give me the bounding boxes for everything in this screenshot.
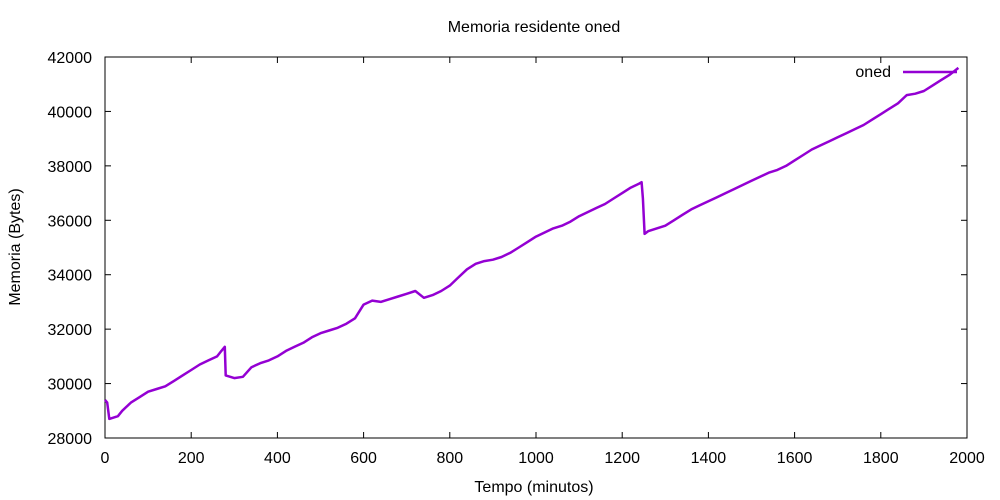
plot-frame [104, 56, 968, 439]
y-axis-title: Memoria (Bytes) [7, 188, 24, 305]
x-tick-label: 1600 [777, 450, 813, 467]
legend-label-oned: oned [855, 64, 891, 81]
x-tick-label: 1000 [518, 450, 554, 467]
axis-ticks [104, 56, 968, 439]
y-tick-label: 28000 [48, 431, 93, 448]
x-tick-label: 800 [436, 450, 463, 467]
x-tick-label: 1200 [604, 450, 640, 467]
y-tick-labels: 28000 30000 32000 34000 36000 38000 40000 42000 [48, 50, 93, 448]
x-tick-label: 600 [350, 450, 377, 467]
series-line-oned [104, 66, 960, 421]
x-tick-label: 1800 [863, 450, 899, 467]
x-tick-label: 2000 [949, 450, 985, 467]
y-tick-label: 42000 [48, 50, 93, 67]
x-tick-label: 0 [101, 450, 110, 467]
y-tick-label: 32000 [48, 322, 93, 339]
x-tick-label: 400 [264, 450, 291, 467]
x-tick-label: 1400 [691, 450, 727, 467]
x-axis-title: Tempo (minutos) [474, 479, 593, 496]
x-tick-label: 200 [178, 450, 205, 467]
y-tick-label: 34000 [48, 268, 93, 285]
y-tick-label: 36000 [48, 213, 93, 230]
y-tick-label: 30000 [48, 377, 93, 394]
y-tick-label: 40000 [48, 104, 93, 121]
y-tick-label: 38000 [48, 159, 93, 176]
chart-title: Memoria residente oned [448, 19, 621, 36]
x-tick-labels: 0 200 400 600 800 1000 1200 1400 1600 1800 2000 [101, 450, 985, 467]
